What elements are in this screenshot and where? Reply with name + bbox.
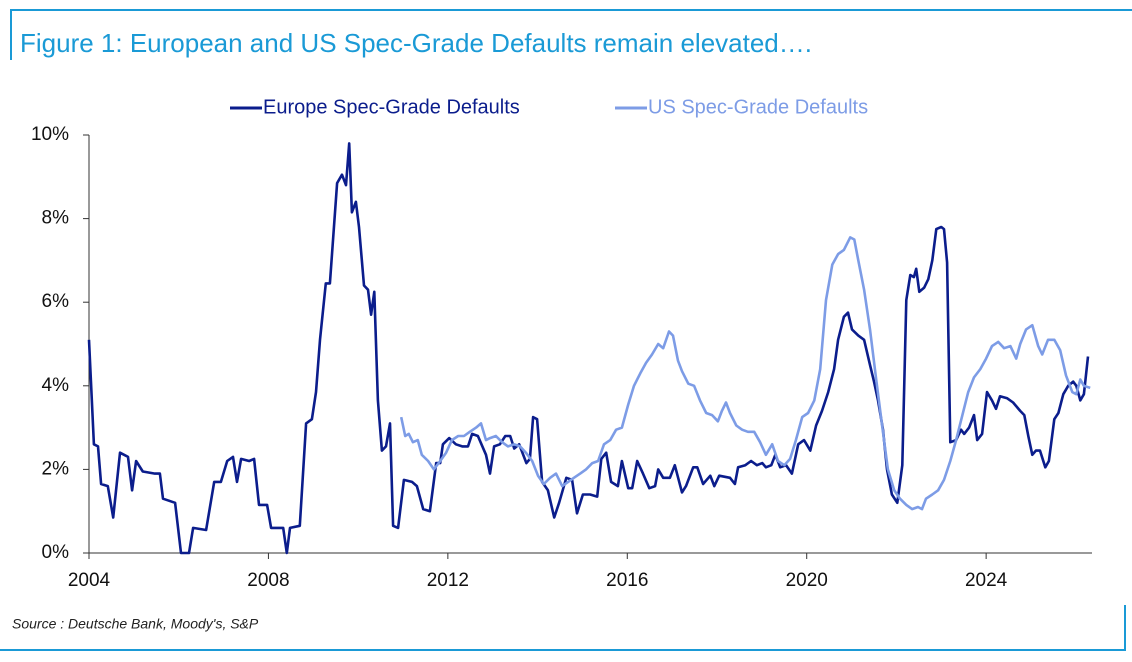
series-line bbox=[87, 142, 1090, 555]
legend-label: Europe Spec-Grade Defaults bbox=[263, 96, 520, 118]
chart-title: Figure 1: European and US Spec-Grade Def… bbox=[20, 28, 812, 58]
y-tick-label: 8% bbox=[42, 208, 70, 229]
y-tick-label: 0% bbox=[42, 542, 70, 563]
y-tick-label: 6% bbox=[42, 291, 70, 312]
source-note: Source : Deutsche Bank, Moody's, S&P bbox=[12, 616, 259, 632]
x-tick-label: 2008 bbox=[247, 570, 289, 591]
series-line bbox=[399, 236, 1091, 511]
legend-label: US Spec-Grade Defaults bbox=[648, 96, 868, 118]
x-tick-label: 2016 bbox=[606, 570, 648, 591]
y-tick-label: 10% bbox=[31, 124, 69, 145]
x-tick-label: 2012 bbox=[427, 570, 469, 591]
x-tick-label: 2024 bbox=[965, 570, 1008, 591]
x-tick-label: 2020 bbox=[786, 570, 828, 591]
y-tick-label: 4% bbox=[42, 375, 70, 396]
y-tick-label: 2% bbox=[42, 458, 70, 479]
x-tick-label: 2004 bbox=[68, 570, 111, 591]
